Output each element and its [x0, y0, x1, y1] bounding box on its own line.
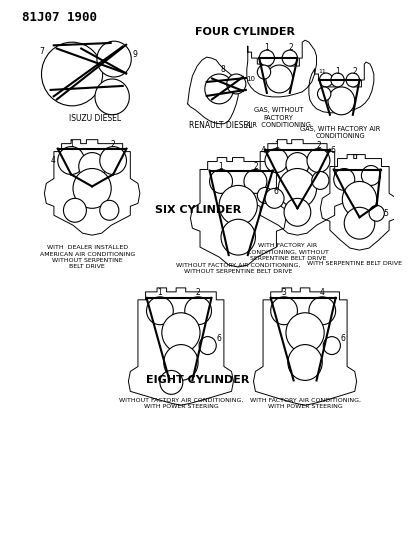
Circle shape: [160, 370, 183, 394]
Circle shape: [284, 198, 311, 226]
Circle shape: [219, 185, 257, 225]
Circle shape: [147, 297, 173, 325]
Text: FOUR CYLINDER: FOUR CYLINDER: [195, 27, 295, 37]
Text: ISUZU DIESEL: ISUZU DIESEL: [69, 114, 121, 123]
Circle shape: [312, 172, 329, 189]
Circle shape: [73, 168, 111, 208]
Text: GAS, WITHOUT
FACTORY
AIR  CONDITIONING: GAS, WITHOUT FACTORY AIR CONDITIONING: [246, 107, 311, 128]
Circle shape: [205, 74, 233, 104]
Circle shape: [79, 152, 106, 181]
Circle shape: [309, 297, 336, 325]
Circle shape: [100, 200, 119, 220]
Circle shape: [97, 41, 131, 77]
Circle shape: [307, 149, 330, 173]
Text: RENAULT DIESEL: RENAULT DIESEL: [189, 121, 253, 130]
Text: 4: 4: [51, 156, 55, 165]
Text: 2: 2: [289, 43, 293, 52]
Circle shape: [221, 219, 255, 255]
Circle shape: [185, 297, 212, 325]
Text: 2: 2: [352, 67, 357, 76]
Text: SIX CYLINDER: SIX CYLINDER: [155, 205, 241, 215]
Text: WITH FACTORY AIR
CONDITIONING, WITHOUT
SERPENTINE BELT DRIVE: WITH FACTORY AIR CONDITIONING, WITHOUT S…: [247, 243, 329, 261]
Text: 3: 3: [282, 288, 286, 297]
Text: 6: 6: [330, 146, 335, 155]
Text: 7: 7: [39, 46, 44, 55]
Text: 4: 4: [261, 146, 266, 155]
Circle shape: [344, 207, 375, 239]
Text: 10: 10: [246, 76, 255, 82]
Circle shape: [95, 79, 129, 115]
Circle shape: [210, 169, 233, 193]
Text: 1: 1: [335, 67, 340, 76]
Text: EIGHT CYLINDER: EIGHT CYLINDER: [146, 375, 249, 385]
Circle shape: [286, 313, 324, 352]
Text: WITHOUT FACTORY AIR CONDITIONING,
WITHOUT SERPENTINE BELT DRIVE: WITHOUT FACTORY AIR CONDITIONING, WITHOU…: [176, 263, 300, 274]
Circle shape: [100, 147, 127, 174]
Circle shape: [244, 169, 267, 193]
Text: 2: 2: [111, 140, 115, 149]
Text: 2: 2: [316, 141, 321, 150]
Text: WITH SERPENTINE BELT DRIVE: WITH SERPENTINE BELT DRIVE: [307, 261, 402, 266]
Circle shape: [319, 73, 333, 87]
Text: 9: 9: [133, 50, 138, 59]
Circle shape: [278, 168, 316, 208]
Text: WITH FACTORY AIR CONDITIONING,
WITH POWER STEERING: WITH FACTORY AIR CONDITIONING, WITH POWE…: [249, 397, 360, 409]
Circle shape: [257, 65, 271, 79]
Circle shape: [164, 345, 198, 381]
Circle shape: [259, 50, 275, 66]
Circle shape: [282, 50, 298, 66]
Text: 6: 6: [217, 334, 222, 343]
Circle shape: [334, 168, 355, 190]
Text: 11: 11: [319, 69, 326, 74]
Text: 1: 1: [219, 162, 224, 171]
Text: 6: 6: [341, 334, 346, 343]
Circle shape: [331, 73, 344, 87]
Circle shape: [286, 152, 309, 176]
Circle shape: [346, 73, 360, 87]
Text: 5: 5: [384, 209, 389, 218]
Circle shape: [58, 147, 85, 174]
Text: 8: 8: [221, 64, 225, 74]
Text: 81J07 1900: 81J07 1900: [22, 11, 97, 25]
Circle shape: [323, 337, 340, 354]
Text: 1: 1: [157, 288, 162, 297]
Text: 1: 1: [69, 140, 74, 149]
Circle shape: [162, 313, 200, 352]
Text: WITH  DEALER INSTALLED
AMERICAN AIR CONDITIONING
WITHOUT SERPENTINE
BELT DRIVE: WITH DEALER INSTALLED AMERICAN AIR CONDI…: [40, 245, 135, 269]
Circle shape: [342, 181, 377, 217]
Circle shape: [42, 42, 103, 106]
Text: 1: 1: [274, 141, 279, 150]
Circle shape: [265, 149, 288, 173]
Circle shape: [317, 87, 331, 101]
Circle shape: [199, 337, 216, 354]
Circle shape: [328, 87, 355, 115]
Text: WITHOUT FACTORY AIR CONDITIONING,
WITH POWER STEERING: WITHOUT FACTORY AIR CONDITIONING, WITH P…: [119, 397, 243, 409]
Circle shape: [227, 74, 246, 94]
Text: 2: 2: [253, 162, 258, 171]
Text: 2: 2: [196, 288, 201, 297]
Text: 1: 1: [265, 43, 269, 52]
Circle shape: [266, 65, 293, 93]
Circle shape: [265, 188, 284, 208]
Circle shape: [288, 345, 322, 381]
Circle shape: [63, 198, 86, 222]
Circle shape: [369, 205, 384, 221]
Text: GAS, WITH FACTORY AIR
CONDITIONING: GAS, WITH FACTORY AIR CONDITIONING: [300, 126, 381, 140]
Circle shape: [271, 297, 298, 325]
Text: 6: 6: [274, 187, 279, 196]
Text: 4: 4: [320, 288, 325, 297]
Circle shape: [361, 166, 381, 185]
Circle shape: [257, 188, 272, 203]
